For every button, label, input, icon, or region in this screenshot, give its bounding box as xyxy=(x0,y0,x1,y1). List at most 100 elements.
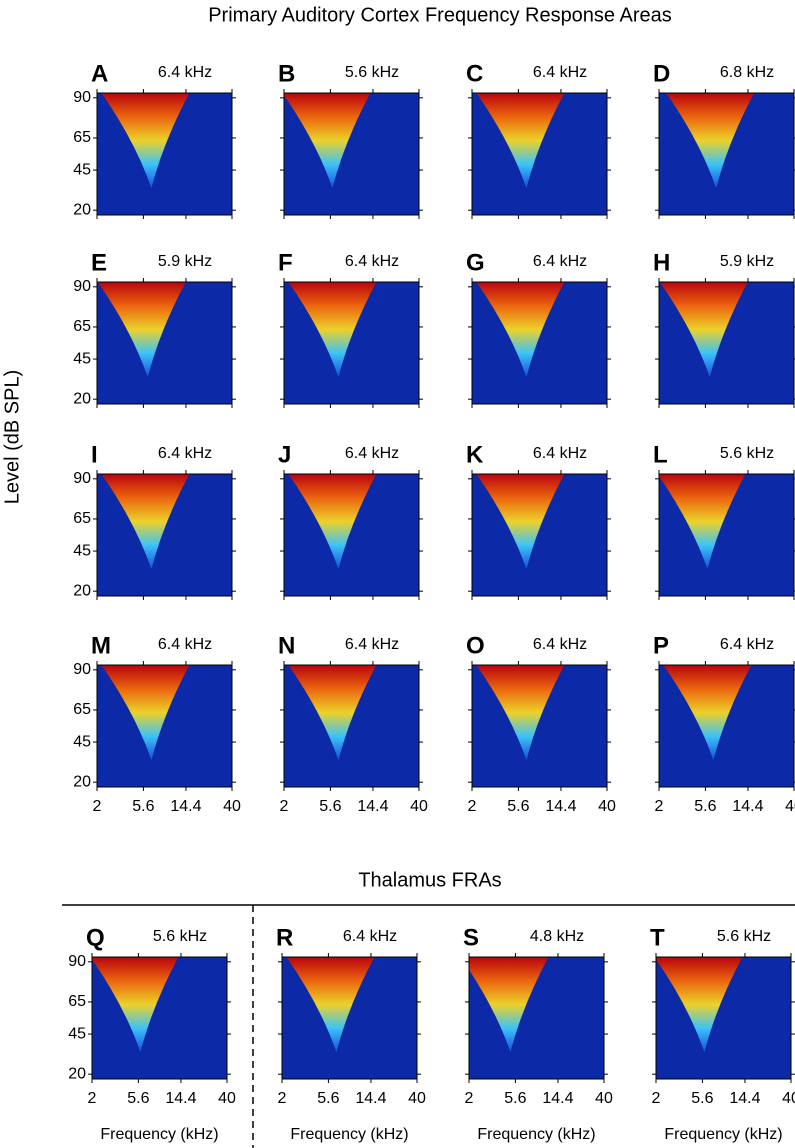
x-tick-label: 14.4 xyxy=(729,1090,760,1107)
panel-letter: A xyxy=(91,60,108,87)
x-tick-label: 2 xyxy=(93,798,102,815)
response-area xyxy=(101,474,190,570)
best-frequency: 5.6 kHz xyxy=(720,445,774,462)
x-tick-label: 40 xyxy=(782,1090,795,1107)
panel: 2 5.6 14.4 40 P 6.4 kHz xyxy=(653,632,795,815)
response-area xyxy=(469,957,549,1053)
response-area xyxy=(476,474,565,570)
response-area xyxy=(286,957,375,1053)
panel-letter: T xyxy=(650,924,665,951)
response-area xyxy=(476,93,565,189)
panel: G 6.4 kHz xyxy=(466,249,611,408)
plot-frame xyxy=(91,956,228,1080)
panel-letter: N xyxy=(278,632,295,659)
panel-letter: J xyxy=(278,441,291,468)
response-area xyxy=(288,665,377,761)
panel: K 6.4 kHz xyxy=(466,441,611,600)
x-axis-label: Frequency (kHz) xyxy=(100,1126,218,1143)
best-frequency: 6.4 kHz xyxy=(158,636,212,653)
best-frequency: 6.4 kHz xyxy=(343,928,397,945)
x-tick-label: 14.4 xyxy=(357,798,388,815)
panel: 2 5.6 14.4 40 S 4.8 kHz Frequency (kHz) xyxy=(463,924,613,1143)
plot-frame xyxy=(471,92,608,216)
panel-letter: P xyxy=(653,632,669,659)
response-area xyxy=(659,474,746,570)
y-tick-label: 90 xyxy=(73,470,91,487)
panel: D 6.8 kHz xyxy=(653,60,795,219)
plot-frame xyxy=(658,92,795,216)
x-tick-label: 2 xyxy=(278,1090,287,1107)
plot-frame xyxy=(658,281,795,405)
plot-frame xyxy=(96,281,233,405)
x-tick-label: 40 xyxy=(595,1090,613,1107)
response-area xyxy=(92,957,179,1053)
x-tick-label: 40 xyxy=(408,1090,426,1107)
panel: 20 45 65 90E 5.9 kHz xyxy=(73,249,236,408)
panel: H 5.9 kHz xyxy=(653,249,795,408)
panel-letter: R xyxy=(276,924,293,951)
plot-frame xyxy=(658,664,795,788)
best-frequency: 6.4 kHz xyxy=(158,445,212,462)
panel: 2 5.6 14.4 40 R 6.4 kHz Frequency (kHz) xyxy=(276,924,426,1143)
best-frequency: 5.6 kHz xyxy=(717,928,771,945)
panel-letter: Q xyxy=(86,924,105,951)
y-tick-label: 90 xyxy=(68,953,86,970)
best-frequency: 6.4 kHz xyxy=(720,636,774,653)
y-tick-label: 90 xyxy=(73,89,91,106)
y-tick-label: 90 xyxy=(73,278,91,295)
plot-frame xyxy=(471,281,608,405)
best-frequency: 5.9 kHz xyxy=(158,253,212,270)
best-frequency: 4.8 kHz xyxy=(530,928,584,945)
panel-letter: I xyxy=(91,441,98,468)
panel: F 6.4 kHz xyxy=(278,249,423,408)
x-tick-label: 2 xyxy=(655,798,664,815)
x-axis-label: Frequency (kHz) xyxy=(477,1126,595,1143)
y-tick-label: 20 xyxy=(73,773,91,790)
panel-letter: G xyxy=(466,249,485,276)
x-tick-label: 5.6 xyxy=(507,798,529,815)
panel-letter: O xyxy=(466,632,485,659)
panel: L 5.6 kHz xyxy=(653,441,795,600)
plot-frame xyxy=(283,473,420,597)
panel-letter: S xyxy=(463,924,479,951)
y-tick-label: 45 xyxy=(73,733,91,750)
panel: 2 5.6 14.4 40 O 6.4 kHz xyxy=(466,632,616,815)
x-tick-label: 40 xyxy=(785,798,795,815)
best-frequency: 6.4 kHz xyxy=(158,64,212,81)
x-tick-label: 14.4 xyxy=(165,1090,196,1107)
best-frequency: 6.4 kHz xyxy=(345,253,399,270)
panel-letter: M xyxy=(91,632,111,659)
panel-letter: H xyxy=(653,249,670,276)
best-frequency: 6.4 kHz xyxy=(533,636,587,653)
panel: 20 45 65 90 2 5.6 14.4 40 Q 5.6 kHz Frequency (kHz… xyxy=(68,924,236,1143)
y-tick-label: 45 xyxy=(73,161,91,178)
plot-frame xyxy=(281,956,418,1080)
y-tick-label: 65 xyxy=(73,701,91,718)
best-frequency: 6.4 kHz xyxy=(345,636,399,653)
panel-letter: K xyxy=(466,441,484,468)
plot-frame xyxy=(283,92,420,216)
panel-letter: D xyxy=(653,60,670,87)
plot-frame xyxy=(655,956,792,1080)
x-axis-label: Frequency (kHz) xyxy=(290,1126,408,1143)
panel: J 6.4 kHz xyxy=(278,441,423,600)
x-tick-label: 14.4 xyxy=(732,798,763,815)
response-area xyxy=(476,282,565,378)
plot-frame xyxy=(283,664,420,788)
panel-letter: L xyxy=(653,441,668,468)
panel: 20 45 65 90A 6.4 kHz xyxy=(73,60,236,219)
panel: 20 45 65 90I 6.4 kHz xyxy=(73,441,236,600)
y-tick-label: 65 xyxy=(73,510,91,527)
panel-letter: C xyxy=(466,60,483,87)
best-frequency: 6.4 kHz xyxy=(533,445,587,462)
response-area xyxy=(284,93,371,189)
figure-title: Primary Auditory Cortex Frequency Respon… xyxy=(208,4,672,26)
best-frequency: 6.8 kHz xyxy=(720,64,774,81)
response-area xyxy=(101,93,190,189)
response-area xyxy=(101,665,190,761)
panel: 2 5.6 14.4 40 T 5.6 kHz Frequency (kHz) xyxy=(650,924,795,1143)
plot-frame xyxy=(471,664,608,788)
x-tick-label: 40 xyxy=(223,798,241,815)
